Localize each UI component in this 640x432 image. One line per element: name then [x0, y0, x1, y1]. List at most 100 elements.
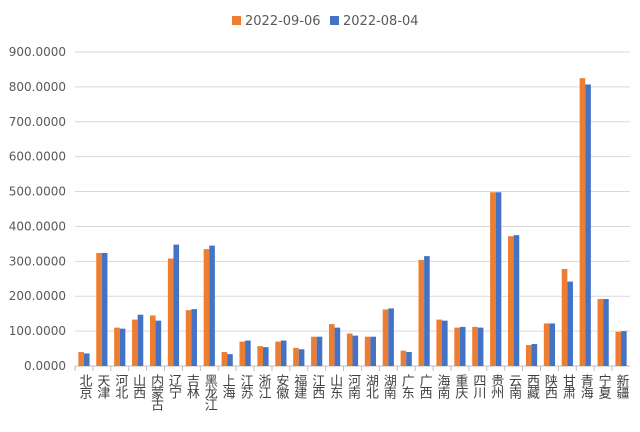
bar-2022-08-04	[585, 84, 591, 367]
y-tick-label: 500.0000	[9, 185, 66, 199]
bar-2022-09-06	[454, 327, 460, 366]
bar-2022-08-04	[83, 353, 90, 366]
bar-2022-08-04	[262, 347, 269, 366]
y-tick-label: 900.0000	[9, 45, 66, 59]
bar-2022-08-04	[603, 299, 609, 366]
bar-2022-08-04	[459, 326, 466, 366]
bar-2022-09-06	[400, 350, 407, 366]
bar-2022-09-06	[543, 323, 550, 366]
bar-2022-09-06	[597, 299, 604, 366]
bar-2022-08-04	[531, 344, 538, 366]
legend-swatch	[232, 16, 241, 25]
x-tick-label: 重庆	[452, 373, 468, 399]
y-tick-label: 700.0000	[9, 115, 66, 129]
x-tick-label: 海南	[435, 374, 451, 399]
bar-2022-08-04	[442, 320, 448, 366]
bar-2022-08-04	[549, 323, 556, 366]
x-tick-label: 四川	[470, 374, 486, 399]
bar-2022-08-04	[173, 244, 180, 366]
bar-2022-08-04	[155, 320, 162, 366]
y-tick-label: 800.0000	[9, 80, 66, 94]
x-tick-label: 福建	[291, 374, 307, 400]
bar-2022-09-06	[149, 315, 156, 366]
legend-swatch	[330, 16, 339, 25]
x-tick-label: 天津	[94, 374, 110, 399]
bar-2022-08-04	[137, 314, 144, 366]
x-tick-label: 安徽	[273, 374, 289, 399]
x-tick-label: 江苏	[238, 374, 254, 399]
x-tick-label: 贵州	[488, 374, 504, 399]
bar-2022-09-06	[525, 345, 532, 366]
bar-2022-09-06	[418, 259, 425, 366]
bar-2022-09-06	[275, 341, 281, 366]
bar-2022-09-06	[328, 324, 335, 366]
bar-2022-08-04	[370, 336, 377, 366]
bar-2022-08-04	[101, 252, 108, 366]
bar-2022-09-06	[472, 326, 478, 366]
bar-2022-08-04	[119, 328, 126, 366]
bar-2022-09-06	[132, 319, 138, 366]
bar-2022-09-06	[78, 352, 84, 366]
bar-2022-08-04	[209, 245, 215, 366]
bar-2022-08-04	[245, 340, 251, 366]
y-tick-label: 0.0000	[24, 359, 66, 373]
x-tick-label: 上海	[220, 374, 236, 399]
bar-2022-08-04	[477, 327, 484, 366]
bar-2022-09-06	[167, 258, 174, 366]
bar-2022-09-06	[203, 249, 210, 366]
bar-2022-09-06	[561, 269, 568, 366]
bar-2022-09-06	[311, 336, 317, 366]
y-tick-label: 100.0000	[9, 324, 66, 338]
bar-2022-08-04	[352, 335, 359, 366]
x-tick-label: 吉林	[184, 374, 200, 399]
bar-2022-08-04	[280, 340, 287, 366]
x-tick-label: 河北	[112, 374, 128, 400]
x-tick-label: 辽宁	[166, 374, 182, 399]
bar-2022-09-06	[490, 192, 496, 366]
x-tick-label: 甘肃	[560, 374, 576, 399]
bar-2022-09-06	[382, 309, 389, 366]
bar-2022-09-06	[346, 333, 353, 366]
x-tick-label: 广东	[399, 374, 415, 399]
y-tick-label: 600.0000	[9, 150, 66, 164]
bar-2022-08-04	[495, 192, 502, 366]
x-tick-label: 内蒙古	[148, 373, 164, 411]
bar-2022-08-04	[621, 331, 627, 366]
bar-2022-08-04	[388, 308, 394, 366]
bar-2022-08-04	[513, 235, 520, 366]
x-tick-label: 湖南	[381, 374, 397, 399]
bar-2022-09-06	[239, 341, 246, 366]
bar-2022-09-06	[364, 336, 371, 366]
x-tick-label: 湖北	[363, 374, 379, 400]
x-tick-label: 西藏	[524, 374, 540, 399]
bar-2022-08-04	[334, 327, 341, 366]
bar-2022-09-06	[508, 236, 514, 366]
x-tick-label: 宁夏	[596, 373, 612, 399]
bar-2022-08-04	[406, 352, 412, 366]
x-tick-label: 云南	[506, 374, 522, 399]
x-tick-label: 浙江	[255, 374, 271, 399]
bar-2022-09-06	[96, 252, 102, 366]
bar-2022-09-06	[579, 78, 586, 367]
bar-2022-09-06	[615, 331, 622, 366]
bar-2022-08-04	[567, 281, 573, 366]
x-tick-label: 河南	[345, 374, 361, 399]
y-tick-label: 200.0000	[9, 289, 66, 303]
legend-label: 2022-09-06	[245, 14, 321, 29]
x-tick-label: 江西	[309, 374, 325, 399]
x-tick-label: 山西	[130, 374, 146, 399]
bar-2022-08-04	[424, 256, 430, 366]
x-tick-label: 陕西	[542, 374, 558, 399]
x-tick-label: 黑龙江	[202, 374, 218, 411]
bar-2022-08-04	[298, 349, 305, 366]
legend-label: 2022-08-04	[343, 14, 419, 29]
bar-2022-09-06	[436, 319, 443, 366]
x-tick-label: 新疆	[614, 373, 630, 399]
bar-2022-08-04	[316, 336, 323, 366]
bar-2022-08-04	[227, 354, 233, 366]
x-tick-label: 山东	[327, 374, 343, 399]
bar-2022-09-06	[185, 310, 192, 366]
x-tick-label: 青海	[578, 374, 594, 399]
y-tick-label: 300.0000	[9, 254, 66, 268]
